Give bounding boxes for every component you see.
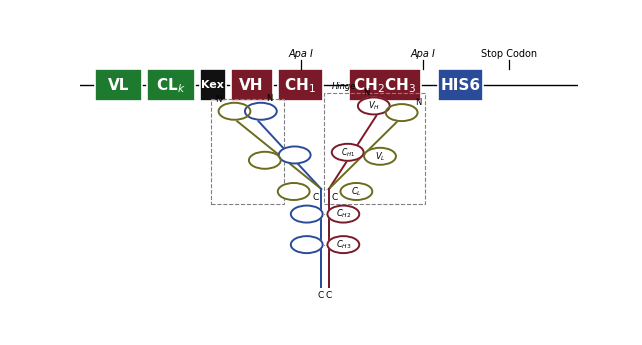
Circle shape — [218, 103, 250, 120]
Text: $V_H$: $V_H$ — [368, 100, 380, 112]
Text: Hinge: Hinge — [331, 82, 356, 91]
Text: CH$_1$: CH$_1$ — [284, 76, 316, 95]
Text: $C_{H3}$: $C_{H3}$ — [336, 238, 351, 251]
Bar — [349, 69, 421, 101]
Text: C: C — [318, 291, 324, 300]
Bar — [200, 69, 225, 101]
Circle shape — [291, 206, 323, 223]
Circle shape — [386, 104, 417, 121]
Text: VH: VH — [239, 78, 264, 93]
Circle shape — [279, 147, 311, 164]
Text: CH$_2$CH$_3$: CH$_2$CH$_3$ — [353, 76, 417, 95]
Text: C: C — [326, 291, 332, 300]
Circle shape — [327, 206, 360, 223]
Circle shape — [332, 144, 363, 161]
Bar — [278, 69, 322, 101]
Bar — [95, 69, 143, 101]
Circle shape — [358, 97, 390, 115]
Text: $V_L$: $V_L$ — [375, 150, 385, 162]
Circle shape — [340, 183, 372, 200]
Bar — [438, 69, 483, 101]
Text: $C_{H2}$: $C_{H2}$ — [336, 208, 351, 220]
Text: Apa I: Apa I — [288, 49, 313, 59]
Circle shape — [245, 103, 277, 120]
Text: C: C — [331, 193, 338, 202]
Text: Apa I: Apa I — [410, 49, 435, 59]
Circle shape — [291, 236, 323, 253]
Circle shape — [364, 148, 396, 165]
Text: $C_L$: $C_L$ — [351, 185, 362, 198]
Circle shape — [249, 152, 281, 169]
Text: Kex: Kex — [201, 80, 224, 90]
Bar — [230, 69, 273, 101]
Text: VL: VL — [108, 78, 130, 93]
Text: HIS6: HIS6 — [441, 78, 481, 93]
Text: N: N — [214, 95, 221, 104]
Circle shape — [327, 236, 360, 253]
Circle shape — [278, 183, 309, 200]
Text: CL$_k$: CL$_k$ — [156, 76, 186, 95]
Text: N: N — [363, 88, 369, 97]
Text: N: N — [266, 94, 272, 103]
Text: N: N — [415, 98, 422, 107]
Text: $C_{H1}$: $C_{H1}$ — [340, 146, 355, 159]
Text: Stop Codon: Stop Codon — [481, 49, 537, 59]
Bar — [148, 69, 195, 101]
Text: C: C — [312, 193, 318, 202]
